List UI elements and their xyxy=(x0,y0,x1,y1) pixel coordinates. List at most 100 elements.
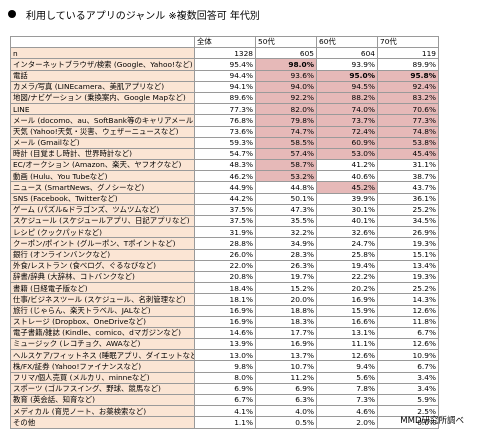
table-row: ニュース (SmartNews、グノシーなど) 44.9% 44.8% 45.2% 43… xyxy=(10,181,439,194)
header-cell-60s: 60代 xyxy=(316,35,378,49)
row-label: 教育 (英会話、知育など) xyxy=(10,393,195,407)
value-cell: 19.4% xyxy=(316,259,378,272)
value-cell: 31.1% xyxy=(377,159,439,172)
value-cell: 20.0% xyxy=(255,293,317,306)
value-cell: 4.6% xyxy=(316,405,378,418)
value-cell: 53.8% xyxy=(377,136,439,149)
value-cell: 5.9% xyxy=(377,393,439,407)
row-label: LINE xyxy=(10,103,195,116)
value-cell: 10.7% xyxy=(255,360,317,373)
table-row: 辞書/辞典 (大辞林、コトバンクなど) 20.8% 19.7% 22.2% 19.3% xyxy=(10,270,439,284)
value-cell: 95.8% xyxy=(377,69,439,82)
value-cell: 73.6% xyxy=(194,125,256,138)
value-cell: 74.8% xyxy=(377,125,439,138)
row-label: ヘルスケア/フィットネス (睡眠アプリ、ダイエットなど) xyxy=(10,349,195,362)
value-cell: 77.3% xyxy=(377,114,439,127)
value-cell: 30.1% xyxy=(316,203,378,217)
chart-title: 利用しているアプリのジャンル ※複数回答可 年代別 xyxy=(8,4,260,24)
value-cell: 1.1% xyxy=(194,416,256,429)
value-cell: 1328 xyxy=(194,47,256,60)
value-cell: 5.6% xyxy=(316,371,378,384)
value-cell: 45.2% xyxy=(316,181,378,194)
row-label: 地図/ナビゲーション (乗換案内、Google Mapなど) xyxy=(10,91,195,105)
value-cell: 83.2% xyxy=(377,91,439,105)
value-cell: 19.7% xyxy=(255,270,317,284)
row-label: 天気 (Yahoo!天気・災害、ウェザーニュースなど) xyxy=(10,125,195,138)
value-cell: 38.7% xyxy=(377,170,439,183)
table-row: メール (docomo、au、SoftBank等のキャリアメール) 76.8% 79… xyxy=(10,114,439,127)
value-cell: 34.5% xyxy=(377,214,439,228)
value-cell: 92.4% xyxy=(377,80,439,93)
row-label: 仕事/ビジネスツール (スケジュール、名刺管理など) xyxy=(10,293,195,306)
value-cell: 604 xyxy=(316,47,378,60)
row-label: インターネットブラウザ/検索 (Google、Yahoo!など) xyxy=(10,58,195,71)
value-cell: 46.2% xyxy=(194,170,256,183)
value-cell: 77.3% xyxy=(194,103,256,116)
value-cell: 19.3% xyxy=(377,237,439,250)
value-cell: 0.5% xyxy=(255,416,317,429)
value-cell: 16.9% xyxy=(255,338,317,351)
value-cell: 12.6% xyxy=(377,304,439,317)
value-cell: 7.8% xyxy=(316,382,378,396)
row-label: 電話 xyxy=(10,69,195,82)
value-cell: 72.4% xyxy=(316,125,378,138)
value-cell: 36.1% xyxy=(377,192,439,205)
value-cell: 15.2% xyxy=(255,282,317,295)
header-cell-70s: 70代 xyxy=(377,35,439,49)
value-cell: 18.1% xyxy=(194,293,256,306)
value-cell: 16.9% xyxy=(194,315,256,328)
row-label: EC/オークション (Amazon、楽天、ヤフオクなど) xyxy=(10,159,195,172)
value-cell: 41.2% xyxy=(316,159,378,172)
value-cell: 94.0% xyxy=(255,80,317,93)
value-cell: 93.9% xyxy=(316,58,378,71)
row-label: スケジュール (スケジュールアプリ、日記アプリなど) xyxy=(10,214,195,228)
row-label: カメラ/写真 (LINEcamera、美肌アプリなど) xyxy=(10,80,195,93)
survey-table: 全体 50代 60代 70代 n 1328 605 604 119 インターネットブラウザ… xyxy=(10,35,439,429)
bullet-icon xyxy=(8,10,16,18)
value-cell: 16.6% xyxy=(316,315,378,328)
table-row: クーポン/ポイント (グルーポン、Tポイントなど) 28.8% 34.9% 24.7%… xyxy=(10,237,439,250)
value-cell: 45.4% xyxy=(377,147,439,161)
header-cell-total: 全体 xyxy=(194,35,256,49)
value-cell: 48.3% xyxy=(194,159,256,172)
header-row: 全体 50代 60代 70代 xyxy=(10,35,439,49)
value-cell: 12.6% xyxy=(316,349,378,362)
value-cell: 73.7% xyxy=(316,114,378,127)
value-cell: 0.0% xyxy=(377,416,439,429)
row-label: ニュース (SmartNews、グノシーなど) xyxy=(10,181,195,194)
value-cell: 15.1% xyxy=(377,248,439,261)
value-cell: 40.6% xyxy=(316,170,378,183)
row-label: レシピ (クックパッドなど) xyxy=(10,226,195,239)
value-cell: 18.3% xyxy=(255,315,317,328)
row-label: スポーツ (ゴルフスイング、野球、競馬など) xyxy=(10,382,195,396)
value-cell: 74.7% xyxy=(255,125,317,138)
value-cell: 35.5% xyxy=(255,214,317,228)
table-row: 動画 (Hulu、You Tubeなど) 46.2% 53.2% 40.6% 38.7% xyxy=(10,170,439,183)
value-cell: 13.7% xyxy=(255,349,317,362)
value-cell: 94.5% xyxy=(316,80,378,93)
value-cell: 44.2% xyxy=(194,192,256,205)
value-cell: 14.6% xyxy=(194,326,256,340)
value-cell: 3.4% xyxy=(377,382,439,396)
value-cell: 119 xyxy=(377,47,439,60)
row-label: 旅行 (じゃらん、楽天トラベル、JALなど) xyxy=(10,304,195,317)
value-cell: 13.1% xyxy=(316,326,378,340)
value-cell: 89.6% xyxy=(194,91,256,105)
table-row: ミュージック (レコチョク、AWAなど) 13.9% 16.9% 11.1% 12.6% xyxy=(10,338,439,351)
table-row: ヘルスケア/フィットネス (睡眠アプリ、ダイエットなど) 13.0% 13.7% 12… xyxy=(10,349,439,362)
value-cell: 15.9% xyxy=(316,304,378,317)
row-label: 銀行 (オンラインバンクなど) xyxy=(10,248,195,261)
table-row: 教育 (英会話、知育など) 6.7% 6.3% 7.3% 5.9% xyxy=(10,393,439,407)
value-cell: 605 xyxy=(255,47,317,60)
value-cell: 58.7% xyxy=(255,159,317,172)
value-cell: 94.4% xyxy=(194,69,256,82)
row-label: n xyxy=(10,47,195,60)
value-cell: 9.8% xyxy=(194,360,256,373)
value-cell: 37.5% xyxy=(194,203,256,217)
value-cell: 20.8% xyxy=(194,270,256,284)
table-row: メール (Gmailなど) 59.3% 58.5% 60.9% 53.8% xyxy=(10,136,439,149)
row-label: クーポン/ポイント (グルーポン、Tポイントなど) xyxy=(10,237,195,250)
table-row: SNS (Facebook、Twitterなど) 44.2% 50.1% 39.9% 3… xyxy=(10,192,439,205)
value-cell: 24.7% xyxy=(316,237,378,250)
source-note: MMD研究所調べ xyxy=(400,416,464,426)
